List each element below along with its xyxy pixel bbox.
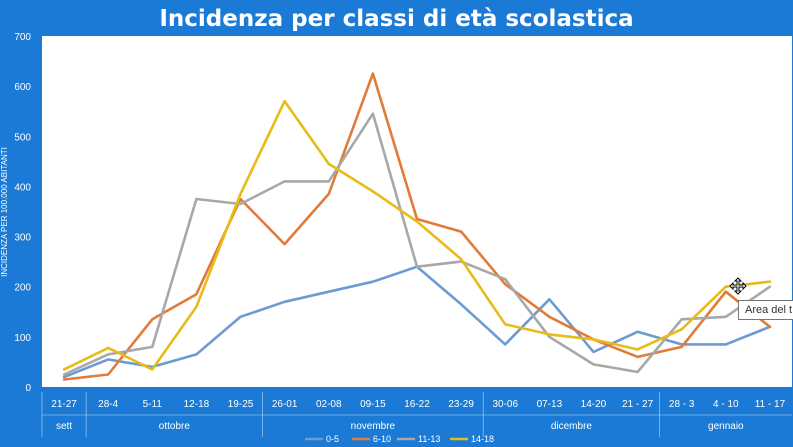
x-tick-label: 11 - 17: [755, 399, 786, 410]
y-axis: 0 100 200 300 400 500 600 700: [14, 32, 31, 394]
x-tick-label: 09-15: [360, 399, 386, 410]
y-tick-label: 500: [14, 132, 31, 143]
x-tick-label: 28 - 3: [669, 399, 695, 410]
x-tick-label: 16-22: [404, 399, 430, 410]
x-tick-label: 19-25: [228, 399, 254, 410]
x-tick-label: 14-20: [581, 399, 607, 410]
x-tick-label: 07-13: [537, 399, 563, 410]
y-tick-label: 300: [14, 233, 31, 244]
month-label: novembre: [351, 421, 396, 432]
series-line-14-18: [62, 99, 772, 371]
y-axis-label: INCIDENZA PER 100.000 ABITANTI: [0, 147, 9, 277]
plot-area: [42, 36, 792, 387]
x-tick-label: 21-27: [51, 399, 77, 410]
month-label: dicembre: [551, 421, 593, 432]
legend-label: 6-10: [373, 434, 391, 444]
x-tick-label: 30-06: [492, 399, 518, 410]
x-tick-label: 4 - 10: [713, 399, 739, 410]
x-tick-label: 02-08: [316, 399, 342, 410]
y-tick-label: 0: [25, 383, 31, 394]
x-tick-label: 28-4: [98, 399, 118, 410]
x-tick-label: 26-01: [272, 399, 298, 410]
series-line-11-13: [62, 112, 772, 376]
y-tick-label: 700: [14, 32, 31, 43]
month-label: gennaio: [708, 421, 744, 432]
series-lines: [62, 72, 772, 381]
y-tick-label: 600: [14, 82, 31, 93]
tooltip: Area del t: [738, 300, 793, 320]
legend: 0-5 6-10 11-13 14-18: [305, 434, 494, 444]
x-axis: 21-27 28-4 5-11 12-18 19-25 26-01 02-08 09-15 16…: [41, 392, 792, 437]
x-tick-label: 21 - 27: [622, 399, 654, 410]
y-tick-label: 100: [14, 333, 31, 344]
move-cursor-icon: [729, 277, 747, 295]
x-tick-label: 23-29: [448, 399, 474, 410]
y-tick-label: 400: [14, 182, 31, 193]
legend-label: 0-5: [326, 434, 339, 444]
x-tick-label: 12-18: [184, 399, 210, 410]
month-label: ottobre: [159, 421, 191, 432]
x-tick-label: 5-11: [143, 399, 163, 410]
legend-label: 11-13: [418, 434, 440, 444]
month-label: sett: [56, 421, 72, 432]
y-tick-label: 200: [14, 283, 31, 294]
chart-title: Incidenza per classi di età scolastica: [159, 6, 634, 32]
legend-label: 14-18: [471, 434, 494, 444]
